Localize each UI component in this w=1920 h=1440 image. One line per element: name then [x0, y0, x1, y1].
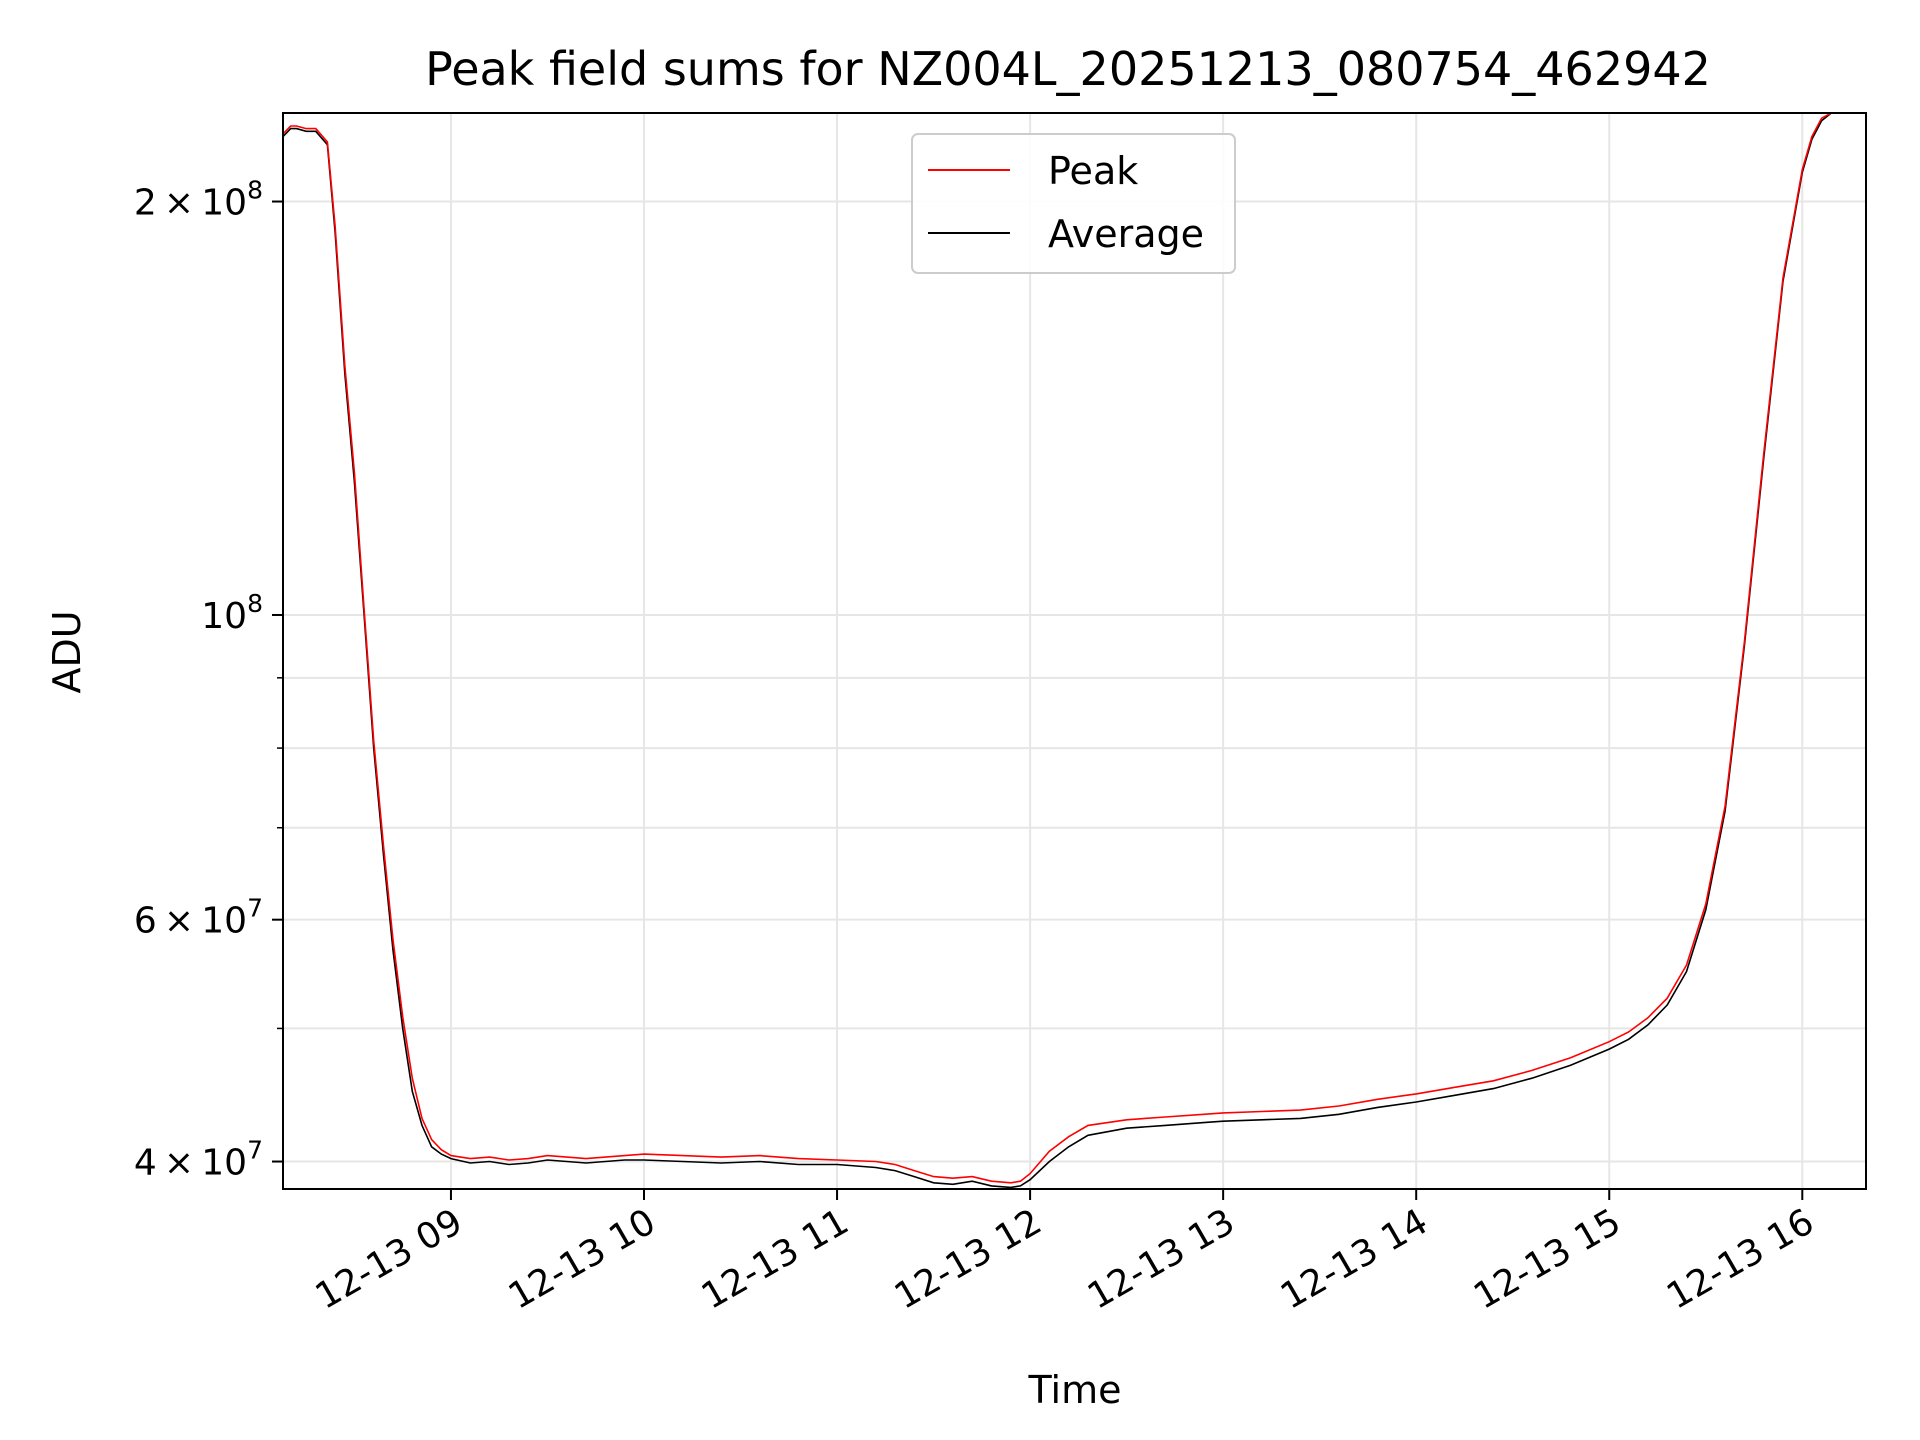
- plot-frame: [282, 112, 1867, 1190]
- series-line-average: [283, 113, 1866, 1189]
- series-line-peak: [283, 113, 1866, 1184]
- y-tick-label: 108: [201, 589, 263, 637]
- y-tick-label: 2 × 108: [134, 176, 263, 224]
- legend-peak-label: Peak: [1048, 149, 1138, 193]
- y-axis: 4 × 107 6 × 107 108 2 × 108: [134, 176, 283, 1184]
- y-tick-label: 4 × 107: [134, 1136, 263, 1184]
- grid: [283, 113, 1866, 1189]
- plot-area: [283, 113, 1866, 1189]
- x-axis-label: Time: [1028, 1368, 1122, 1412]
- y-tick-label: 6 × 107: [134, 894, 263, 942]
- legend-average-label: Average: [1048, 212, 1204, 256]
- legend-box: [911, 133, 1236, 274]
- legend: Peak Average: [911, 133, 1236, 274]
- y-axis-label: ADU: [45, 610, 89, 693]
- chart-title: Peak field sums for NZ004L_20251213_0807…: [425, 42, 1711, 96]
